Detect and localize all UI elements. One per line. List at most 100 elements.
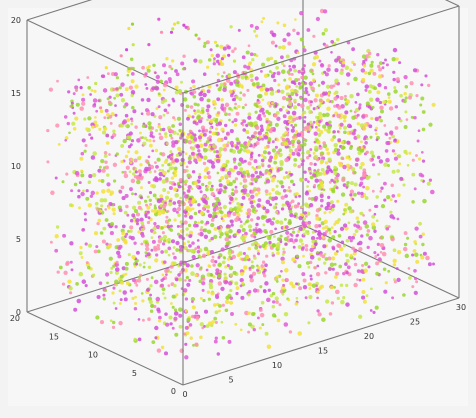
scatter-point [182, 288, 188, 293]
scatter-point [132, 166, 136, 170]
scatter-point [210, 291, 215, 296]
scatter-point [374, 132, 378, 136]
scatter-point [124, 261, 129, 266]
scatter-point [360, 161, 365, 167]
scatter-point [255, 222, 259, 227]
scatter-point [392, 47, 398, 53]
scatter-point [332, 135, 337, 139]
scatter-point [353, 257, 357, 261]
scatter-point [394, 105, 399, 109]
scatter-point [206, 118, 209, 122]
scatter-point [54, 176, 58, 180]
x-tick-label: 0 [171, 387, 176, 396]
scatter-point [300, 71, 305, 76]
scatter-point [356, 122, 360, 126]
scatter-point [335, 186, 339, 190]
scatter-point [187, 156, 192, 161]
scatter-point [420, 96, 425, 101]
scatter-point [78, 181, 82, 185]
scatter-point [245, 192, 251, 198]
scatter-point [303, 120, 307, 124]
scatter-point [414, 277, 418, 281]
scatter-point [200, 220, 204, 224]
scatter-point [156, 243, 161, 248]
scatter-point [274, 152, 278, 156]
scatter-point [328, 210, 332, 214]
scatter-point [166, 155, 171, 159]
scatter-point [256, 98, 260, 102]
scatter-point [219, 86, 222, 89]
scatter-point [169, 322, 173, 326]
scatter-point [222, 189, 227, 194]
scatter-point [319, 63, 325, 68]
scatter-point [421, 232, 425, 236]
scatter-point [261, 83, 266, 88]
scatter-point [66, 121, 71, 126]
scatter-point [106, 281, 109, 285]
scatter-point [296, 132, 302, 138]
scatter-point [158, 135, 164, 141]
scatter-point [119, 298, 123, 302]
scatter-point [232, 160, 237, 164]
scatter-point [369, 68, 374, 73]
scatter-point [374, 305, 379, 310]
scatter-point [374, 254, 378, 259]
scatter-point [286, 174, 291, 179]
scatter-point [298, 84, 303, 90]
scatter-point [276, 179, 280, 183]
scatter-point [163, 351, 169, 356]
scatter-point [231, 49, 235, 54]
scatter-point [178, 177, 184, 183]
scatter-point [70, 189, 74, 193]
scatter-point [390, 183, 394, 187]
scatter-point [135, 283, 139, 287]
scatter-point [316, 172, 321, 177]
scatter-point [184, 342, 188, 346]
scatter-point [86, 76, 90, 79]
scatter-point [307, 220, 312, 225]
scatter-point [221, 107, 225, 111]
scatter-point [326, 67, 331, 72]
scatter-point [139, 136, 143, 140]
scatter-point [190, 296, 196, 302]
scatter-point [288, 94, 292, 98]
scatter-point [212, 211, 217, 216]
scatter-point [173, 22, 177, 26]
scatter-point [153, 279, 159, 285]
scatter-point [190, 271, 195, 276]
scatter-point [292, 64, 296, 69]
scatter-point [322, 91, 327, 96]
scatter-point [392, 77, 396, 82]
scatter-point [267, 137, 272, 142]
scatter-point [333, 165, 337, 170]
scatter-point [216, 171, 220, 175]
scatter-point [338, 162, 344, 168]
scatter-point [250, 151, 254, 155]
scatter-point [331, 256, 336, 261]
scatter-point [267, 288, 271, 292]
scatter-point [413, 240, 417, 244]
scatter-point [207, 58, 212, 62]
scatter-point [228, 229, 233, 234]
scatter-point [184, 198, 188, 202]
scatter-point [104, 108, 109, 113]
scatter-point [247, 161, 252, 166]
scatter-point [99, 231, 104, 235]
scatter-point [330, 170, 334, 174]
scatter-point [344, 253, 349, 258]
scatter-point [328, 168, 332, 172]
scatter-point [313, 98, 318, 103]
scatter-point [399, 94, 403, 98]
scatter-point [356, 220, 360, 224]
scatter-point [295, 116, 299, 121]
scatter-point [319, 253, 323, 257]
scatter-point [310, 100, 313, 104]
scatter-point [274, 44, 278, 48]
scatter-point [354, 101, 358, 104]
scatter-point [153, 170, 157, 173]
scatter-point [268, 243, 272, 247]
scatter-point [210, 250, 214, 254]
scatter-point [104, 165, 109, 170]
scatter-point [202, 161, 207, 166]
scatter-point [389, 210, 393, 214]
